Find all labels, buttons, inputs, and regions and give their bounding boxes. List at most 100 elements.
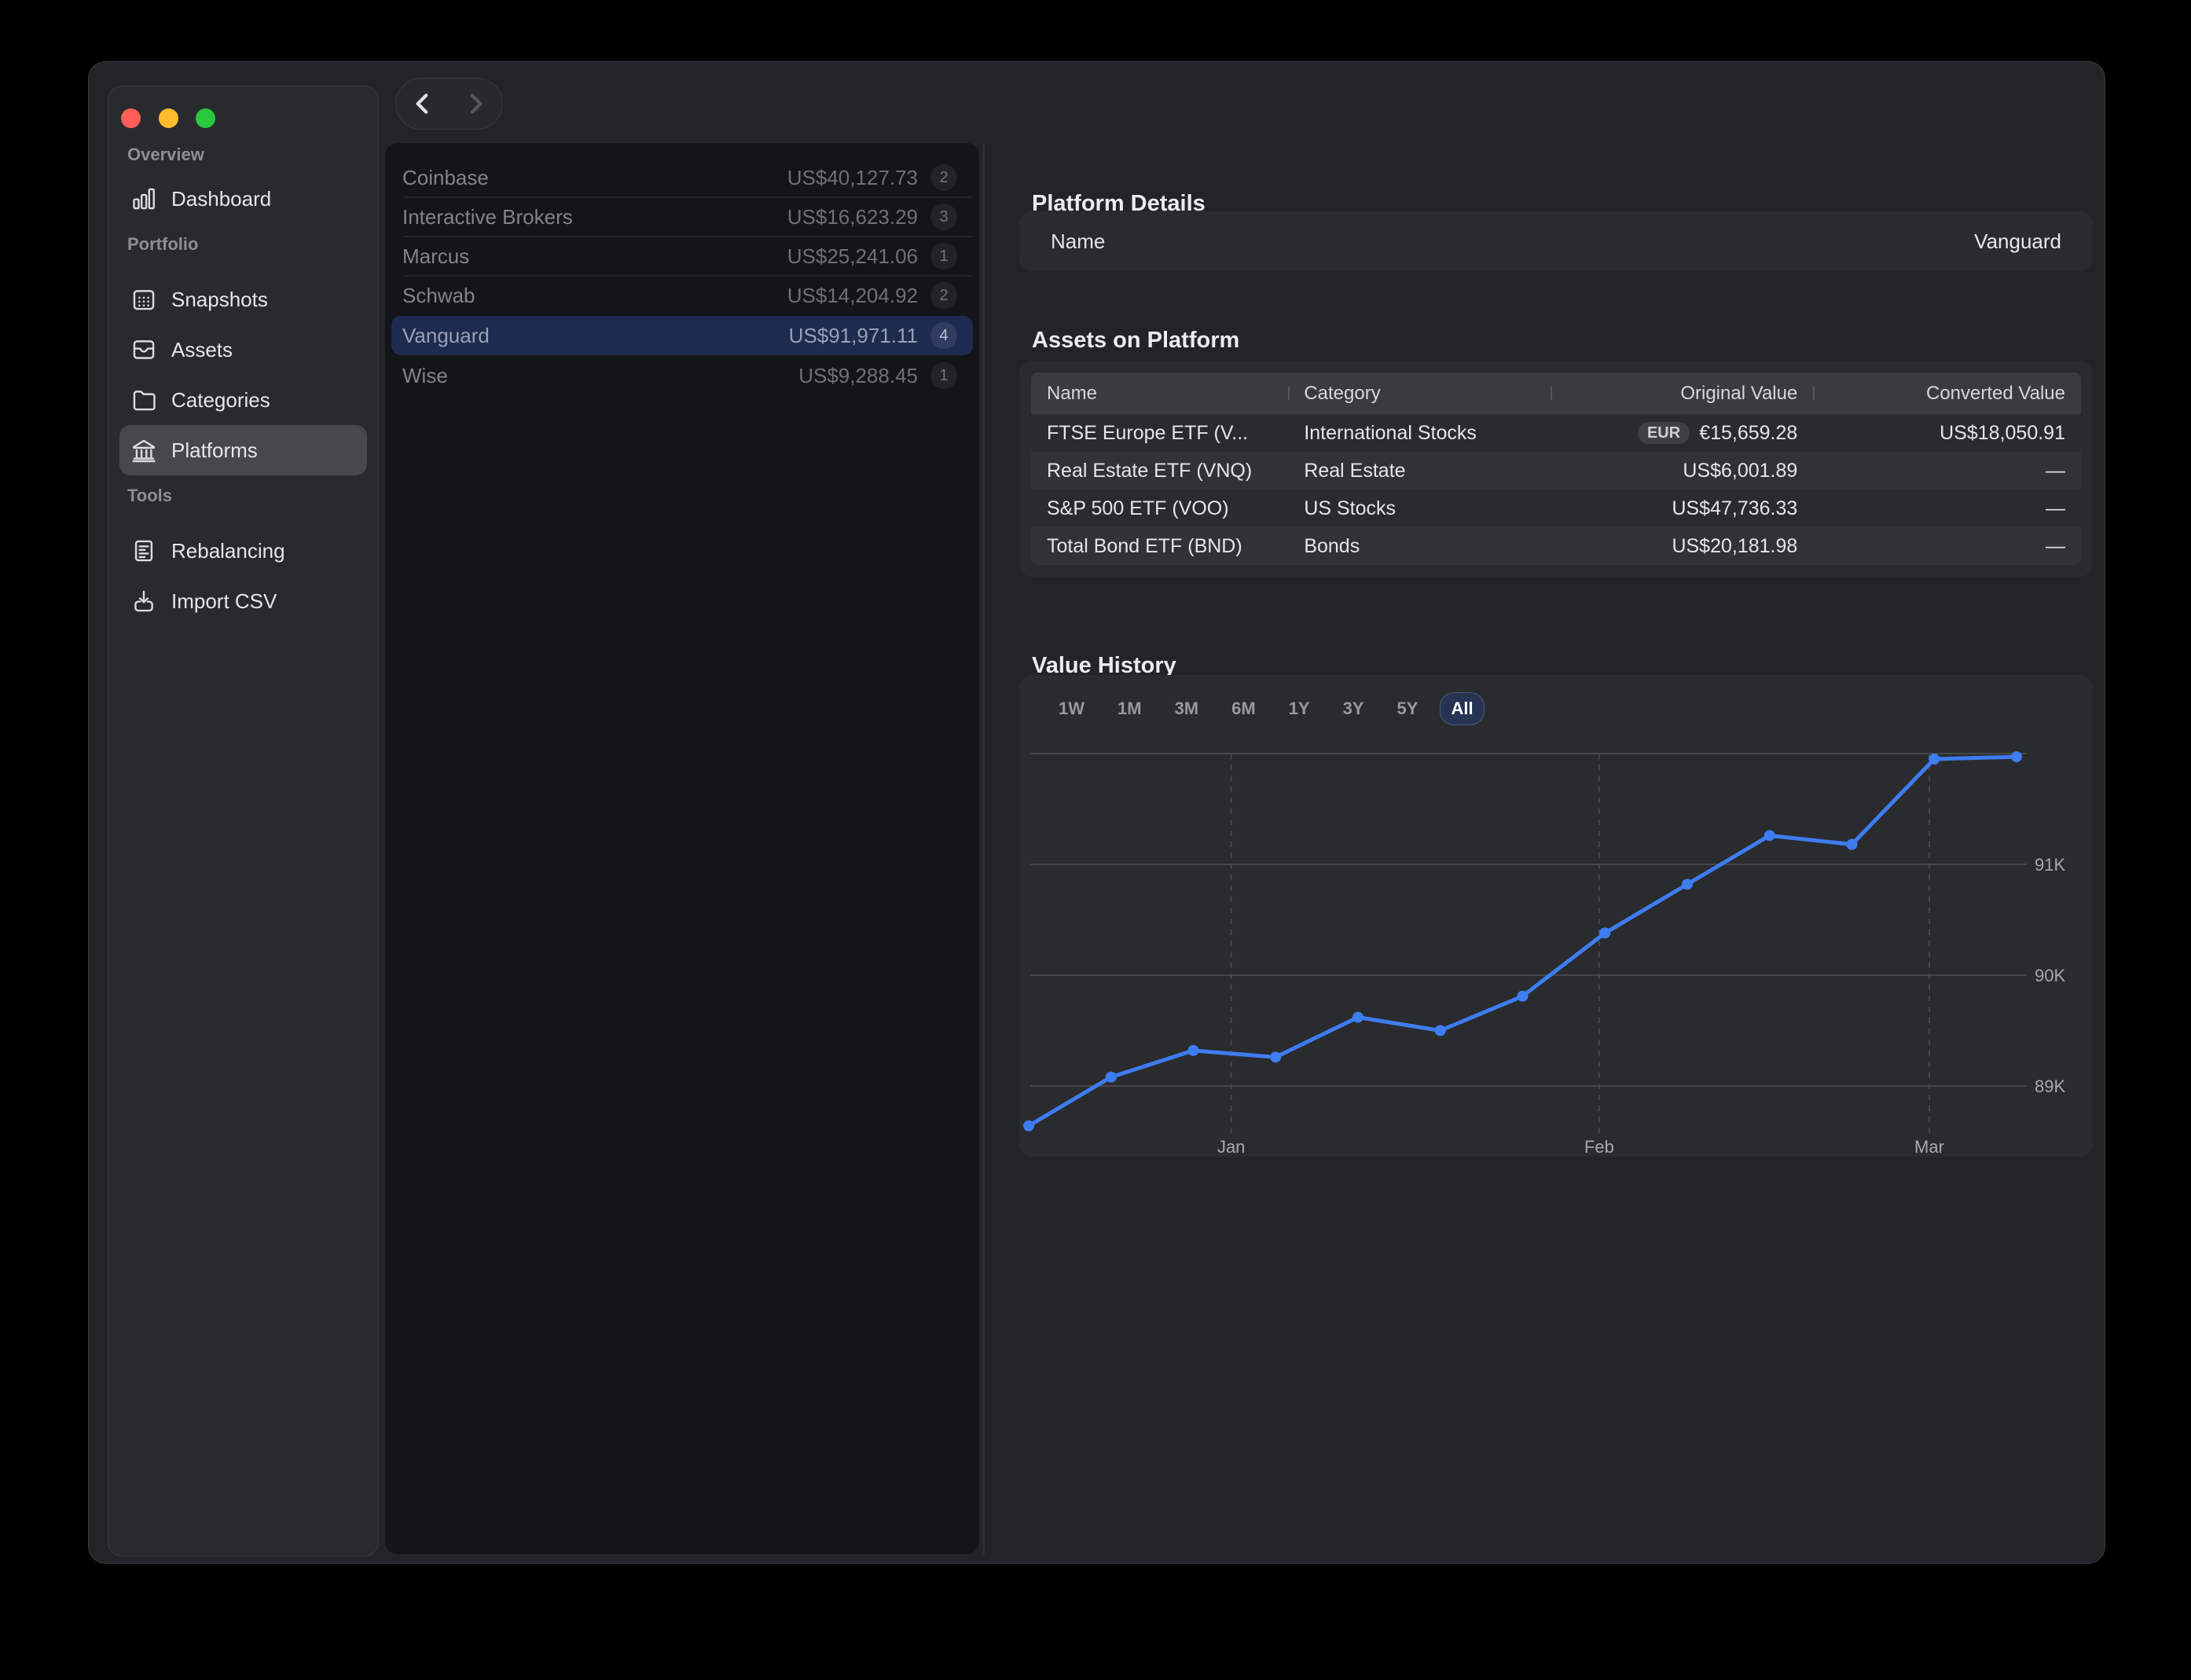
asset-converted-value: US$18,050.91 (1940, 421, 2065, 444)
document-lines-icon (134, 540, 153, 562)
platform-name: Vanguard (402, 323, 490, 347)
platform-value: US$16,623.29 (787, 204, 918, 229)
pane-divider (983, 143, 985, 1554)
chevron-right-icon (470, 94, 483, 114)
assets-table-card: Name Category Original Value Converted V… (1019, 361, 2093, 577)
asset-count-badge: 2 (930, 164, 957, 191)
range-button-6m[interactable]: 6M (1231, 699, 1256, 718)
sidebar-item-label: Snapshots (171, 287, 268, 311)
sidebar-item-assets[interactable]: Assets (119, 325, 367, 375)
asset-count-badge: 2 (930, 282, 957, 309)
time-range-selector: 1W 1M 3M 6M 1Y 3Y 5Y All (1048, 692, 1485, 725)
zoom-window-button[interactable] (196, 108, 215, 128)
sidebar-item-label: Dashboard (171, 186, 272, 211)
tray-icon (133, 340, 155, 359)
calendar-icon (133, 290, 155, 310)
column-header-name: Name (1047, 382, 1098, 404)
asset-converted-value: — (2045, 459, 2065, 482)
platform-value: US$40,127.73 (787, 165, 918, 189)
asset-converted-value: — (2045, 534, 2065, 557)
list-separator (404, 196, 973, 198)
platforms-list: Coinbase US$40,127.73 2 Interactive Brok… (385, 143, 979, 1554)
asset-row-total-bond[interactable]: Total Bond ETF (BND) Bonds US$20,181.98 … (1031, 527, 2081, 565)
asset-original-value: US$47,736.33 (1672, 497, 1798, 519)
list-separator (404, 275, 973, 277)
asset-name: S&P 500 ETF (VOO) (1047, 497, 1229, 519)
asset-original-value: US$20,181.98 (1672, 534, 1798, 557)
detail-pane: Platform Details Name Vanguard Assets on… (1019, 62, 2105, 1563)
svg-text:Feb: Feb (1584, 1137, 1614, 1157)
svg-text:Mar: Mar (1914, 1137, 1944, 1157)
svg-text:91K: 91K (2035, 855, 2065, 875)
list-item-schwab[interactable]: Schwab US$14,204.92 2 (391, 276, 973, 315)
assets-table: Name Category Original Value Converted V… (1031, 372, 2081, 565)
asset-category: Bonds (1304, 534, 1360, 557)
asset-row-sp500[interactable]: S&P 500 ETF (VOO) US Stocks US$47,736.33… (1031, 490, 2081, 527)
sidebar-item-rebalancing[interactable]: Rebalancing (119, 526, 367, 576)
platform-name: Schwab (402, 283, 475, 307)
import-tray-icon (134, 590, 153, 612)
sidebar-item-label: Import CSV (171, 589, 277, 613)
asset-original-value: US$6,001.89 (1683, 459, 1798, 482)
range-button-all[interactable]: All (1440, 692, 1485, 725)
app-window: Overview Dashboard Portfolio Snapshots (88, 61, 2105, 1564)
platform-value: US$91,971.11 (788, 323, 918, 347)
range-button-3m[interactable]: 3M (1174, 699, 1199, 718)
platform-name: Marcus (402, 244, 470, 268)
svg-text:89K: 89K (2035, 1077, 2065, 1096)
value-history-title: Value History (1032, 653, 1176, 679)
list-item-vanguard[interactable]: Vanguard US$91,971.11 4 (391, 316, 973, 355)
assets-on-platform-title: Assets on Platform (1032, 328, 1240, 354)
sidebar-item-import-csv[interactable]: Import CSV (119, 576, 367, 626)
platform-value: US$9,288.45 (798, 363, 918, 387)
svg-text:90K: 90K (2035, 966, 2065, 985)
assets-table-header: Name Category Original Value Converted V… (1031, 372, 2081, 414)
sidebar-item-snapshots[interactable]: Snapshots (119, 274, 367, 325)
asset-category: Real Estate (1304, 459, 1406, 482)
bar-chart-icon (133, 188, 155, 210)
list-item-wise[interactable]: Wise US$9,288.45 1 (391, 356, 973, 395)
value-history-card: 91K 90K 89K Jan Feb Mar 1W 1M 3M 6M 1Y 3Y 5Y … (1019, 675, 2093, 1157)
sidebar-item-label: Categories (171, 387, 270, 412)
platform-name: Interactive Brokers (402, 204, 573, 229)
range-button-5y[interactable]: 5Y (1396, 699, 1418, 718)
asset-name: Total Bond ETF (BND) (1047, 534, 1242, 557)
minimize-window-button[interactable] (159, 108, 178, 128)
chevron-left-icon (416, 94, 428, 114)
asset-converted-value: — (2045, 497, 2065, 519)
bank-icon (132, 439, 156, 463)
platform-name-card: Name Vanguard (1019, 211, 2093, 271)
list-item-coinbase[interactable]: Coinbase US$40,127.73 2 (391, 158, 973, 197)
sidebar-item-label: Rebalancing (171, 538, 285, 563)
list-item-marcus[interactable]: Marcus US$25,241.06 1 (391, 237, 973, 276)
asset-row-real-estate[interactable]: Real Estate ETF (VNQ) Real Estate US$6,0… (1031, 452, 2081, 490)
sidebar-item-dashboard[interactable]: Dashboard (119, 174, 367, 224)
range-button-3y[interactable]: 3Y (1342, 699, 1364, 718)
asset-name: FTSE Europe ETF (V... (1047, 421, 1249, 444)
forward-button[interactable] (450, 78, 503, 130)
sidebar-section-overview: Overview (127, 145, 204, 164)
asset-name: Real Estate ETF (VNQ) (1047, 459, 1253, 482)
sidebar-section-portfolio: Portfolio (127, 234, 199, 254)
range-button-1m[interactable]: 1M (1118, 699, 1142, 718)
sidebar-item-platforms[interactable]: Platforms (119, 425, 367, 475)
asset-count-badge: 1 (930, 362, 957, 389)
name-field-value: Vanguard (1974, 229, 2061, 253)
close-window-button[interactable] (121, 108, 141, 128)
nav-history-capsule (395, 78, 503, 130)
svg-text:Jan: Jan (1217, 1137, 1245, 1157)
asset-count-badge: 1 (930, 243, 957, 270)
platform-name: Coinbase (402, 165, 489, 189)
currency-badge: EUR (1637, 422, 1690, 444)
sidebar-section-tools: Tools (127, 486, 173, 505)
asset-row-ftse-europe[interactable]: FTSE Europe ETF (V... International Stoc… (1031, 414, 2081, 452)
sidebar-item-label: Assets (171, 337, 233, 361)
list-item-interactive-brokers[interactable]: Interactive Brokers US$16,623.29 3 (391, 197, 973, 237)
range-button-1y[interactable]: 1Y (1288, 699, 1310, 718)
sidebar-item-label: Platforms (171, 438, 258, 462)
sidebar-item-categories[interactable]: Categories (119, 375, 367, 425)
range-button-1w[interactable]: 1W (1059, 699, 1084, 718)
back-button[interactable] (396, 78, 450, 130)
column-header-category: Category (1288, 383, 1551, 405)
name-field-label: Name (1051, 229, 1106, 253)
